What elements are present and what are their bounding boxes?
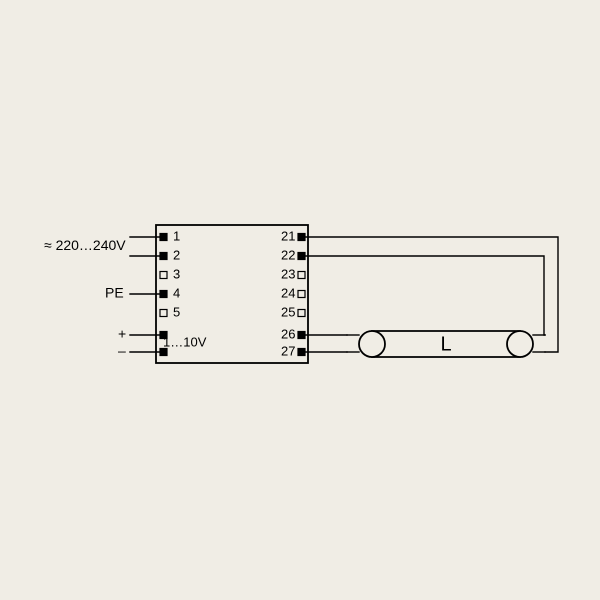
right-terminal-num-26: 26 <box>281 326 295 341</box>
left-terminal-num-4: 4 <box>173 285 180 300</box>
left-label-4: PE <box>105 285 124 301</box>
control-range-label: 1…10V <box>163 334 207 349</box>
left-terminal-num-5: 5 <box>173 304 180 319</box>
lamp-label: L <box>440 333 451 355</box>
right-terminal-num-21: 21 <box>281 228 295 243</box>
right-terminal-num-22: 22 <box>281 247 295 262</box>
right-terminal-27 <box>298 349 305 356</box>
lamp-end-left <box>359 331 385 357</box>
canvas-bg <box>0 0 600 600</box>
right-terminal-num-25: 25 <box>281 304 295 319</box>
left-terminal-num-1: 1 <box>173 228 180 243</box>
right-terminal-21 <box>298 234 305 241</box>
control-sign-1: – <box>118 343 126 359</box>
control-sign-0: + <box>118 326 126 342</box>
right-terminal-num-24: 24 <box>281 285 295 300</box>
left-terminal-num-3: 3 <box>173 266 180 281</box>
left-label-2: ≈ 220…240V <box>44 237 126 253</box>
right-terminal-22 <box>298 253 305 260</box>
right-terminal-num-23: 23 <box>281 266 295 281</box>
right-terminal-num-27: 27 <box>281 343 295 358</box>
right-terminal-26 <box>298 332 305 339</box>
left-terminal-4 <box>160 291 167 298</box>
left-terminal-2 <box>160 253 167 260</box>
lamp-end-right <box>507 331 533 357</box>
left-terminal-1 <box>160 234 167 241</box>
control-terminal-1 <box>160 349 167 356</box>
left-terminal-num-2: 2 <box>173 247 180 262</box>
